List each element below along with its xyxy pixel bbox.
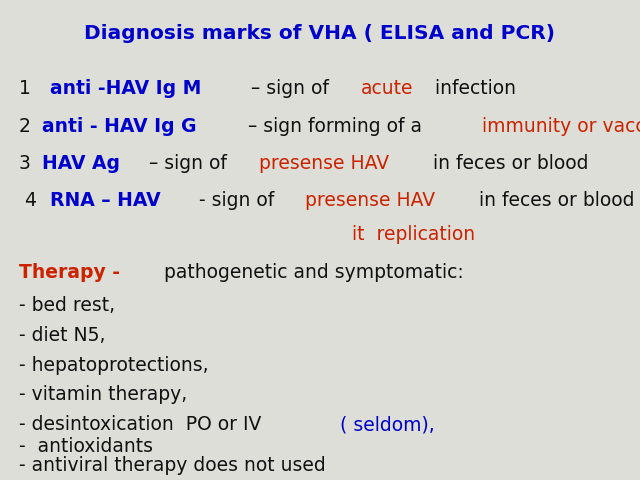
Text: – sign of: – sign of xyxy=(143,154,233,173)
Text: Diagnosis marks of VHA ( ELISA and PCR): Diagnosis marks of VHA ( ELISA and PCR) xyxy=(84,24,556,43)
Text: 3: 3 xyxy=(19,154,37,173)
Text: - antiviral therapy does not used: - antiviral therapy does not used xyxy=(19,456,326,475)
Text: 1: 1 xyxy=(19,79,43,97)
Text: -  antioxidants: - antioxidants xyxy=(19,437,153,456)
Text: immunity or vaccination: immunity or vaccination xyxy=(482,117,640,135)
Text: - bed rest,: - bed rest, xyxy=(19,296,115,315)
Text: presense HAV: presense HAV xyxy=(305,192,436,210)
Text: infection: infection xyxy=(429,79,516,97)
Text: anti - HAV Ig G: anti - HAV Ig G xyxy=(42,117,196,135)
Text: – sign of: – sign of xyxy=(245,79,335,97)
Text: RNA – HAV: RNA – HAV xyxy=(50,192,161,210)
Text: - diet N5,: - diet N5, xyxy=(19,326,106,345)
Text: - desintoxication  PO or IV: - desintoxication PO or IV xyxy=(19,415,268,434)
Text: - vitamin therapy,: - vitamin therapy, xyxy=(19,385,188,404)
Text: HAV Ag: HAV Ag xyxy=(42,154,120,173)
Text: pathogenetic and symptomatic:: pathogenetic and symptomatic: xyxy=(158,264,463,282)
Text: - sign of: - sign of xyxy=(193,192,280,210)
Text: anti -HAV Ig M: anti -HAV Ig M xyxy=(50,79,202,97)
Text: in feces or blood and: in feces or blood and xyxy=(474,192,640,210)
Text: 4: 4 xyxy=(19,192,44,210)
Text: Therapy -: Therapy - xyxy=(19,264,127,282)
Text: it  replication: it replication xyxy=(352,225,475,244)
Text: acute: acute xyxy=(362,79,414,97)
Text: in feces or blood: in feces or blood xyxy=(427,154,595,173)
Text: - hepatoprotections,: - hepatoprotections, xyxy=(19,356,209,374)
Text: ( seldom),: ( seldom), xyxy=(340,415,435,434)
Text: 2: 2 xyxy=(19,117,37,135)
Text: presense HAV: presense HAV xyxy=(259,154,389,173)
Text: – sign forming of a: – sign forming of a xyxy=(242,117,428,135)
